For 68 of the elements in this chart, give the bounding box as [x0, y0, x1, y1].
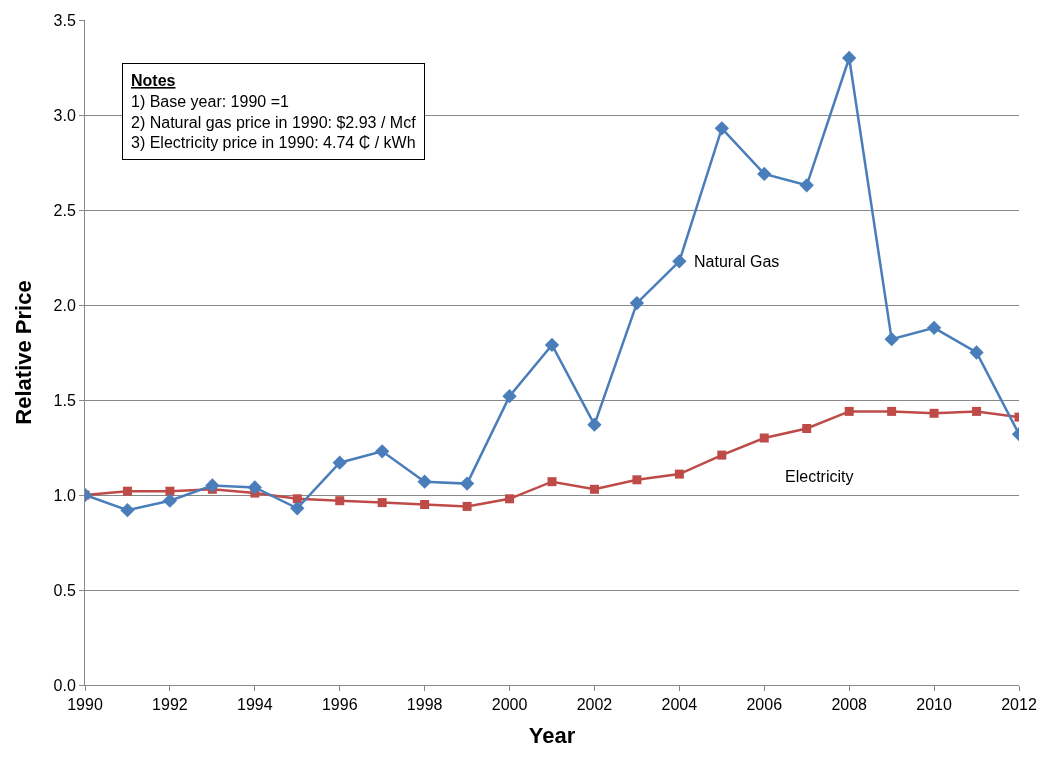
y-tick-label: 3.5	[53, 11, 76, 29]
point	[544, 337, 560, 353]
point	[589, 484, 599, 494]
point	[757, 166, 772, 182]
point	[332, 455, 347, 470]
point	[842, 50, 857, 66]
point	[759, 433, 769, 443]
point	[377, 498, 387, 508]
point	[462, 501, 472, 511]
y-axis-title: Relative Price	[11, 280, 37, 425]
y-tick-label: 2.5	[53, 201, 76, 219]
point	[929, 408, 939, 418]
point	[459, 476, 475, 491]
point	[375, 444, 390, 459]
point	[165, 486, 175, 496]
x-tick-label: 1996	[321, 696, 358, 714]
point	[547, 477, 557, 487]
point	[802, 424, 812, 433]
point	[672, 254, 687, 269]
x-tick-label: 2006	[746, 696, 783, 714]
point	[587, 417, 602, 432]
x-tick-label: 2012	[1001, 696, 1037, 714]
point	[162, 493, 178, 508]
annotation: 3) Electricity price in 1990: 4.74 ₵ / kWh	[131, 134, 416, 152]
annotation: 1) Base year: 1990 =1	[131, 92, 289, 110]
point	[972, 406, 982, 416]
point	[844, 406, 854, 416]
point	[335, 496, 345, 506]
y-tick-label: 3.0	[53, 106, 76, 124]
annotation: Notes	[131, 72, 176, 89]
x-axis-title: Year	[528, 723, 576, 749]
point	[632, 475, 642, 485]
annotation: 2) Natural gas price in 1990: $2.93 / Mcf	[131, 113, 417, 131]
x-tick-label: 1990	[67, 696, 103, 714]
y-tick-label: 1.0	[53, 486, 76, 504]
series-label: Natural Gas	[694, 253, 780, 270]
point	[505, 494, 515, 504]
x-tick-label: 2004	[661, 696, 698, 714]
point	[884, 332, 899, 347]
point	[120, 503, 135, 518]
point	[205, 478, 220, 493]
x-tick-label: 2010	[916, 696, 952, 714]
point	[420, 500, 430, 509]
x-tick-label: 1998	[406, 696, 443, 714]
point	[969, 345, 984, 360]
point	[629, 295, 645, 311]
x-tick-label: 2000	[491, 696, 528, 714]
point	[926, 320, 942, 335]
y-tick-label: 1.5	[53, 391, 76, 409]
y-tick-label: 0.5	[53, 581, 76, 599]
point	[247, 480, 262, 495]
x-tick-label: 1992	[152, 696, 188, 714]
point	[292, 494, 302, 504]
point	[122, 486, 132, 496]
point	[502, 389, 517, 404]
x-tick-label: 2002	[576, 696, 613, 714]
point	[674, 469, 684, 479]
x-tick-label: 2008	[831, 696, 868, 714]
y-tick-label: 0.0	[53, 676, 76, 694]
point	[887, 406, 897, 416]
point	[799, 178, 814, 193]
y-tick-label: 2.0	[53, 296, 76, 314]
x-tick-label: 1994	[237, 696, 273, 714]
point	[417, 474, 432, 489]
point	[714, 121, 729, 136]
point	[290, 501, 305, 516]
point	[717, 450, 727, 460]
series-label: Electricity	[785, 468, 854, 485]
